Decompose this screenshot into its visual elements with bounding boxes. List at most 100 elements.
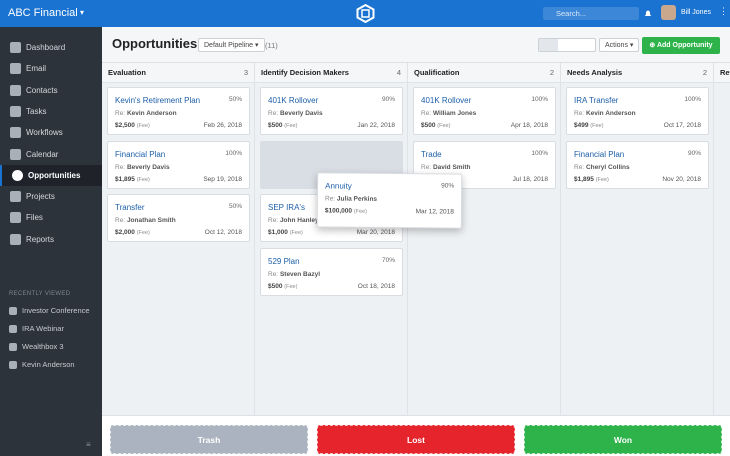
contact-name: Cheryl Collins [585,163,630,171]
nav-label: Email [26,64,47,74]
card-date: Oct 18, 2018 [357,282,395,290]
card-contact: Re: Steven Bazyl [268,271,320,278]
logo[interactable] [356,4,375,23]
contact-name: Steven Bazyl [279,270,321,278]
nav-item[interactable]: Opportunities [0,164,102,186]
nav-item[interactable]: Files [0,207,102,228]
nav-item[interactable]: Projects [0,186,102,207]
nav-icon [10,127,21,139]
recent-icon [9,307,17,315]
search-placeholder: Search... [556,9,587,18]
contact-label: Re: [115,217,126,224]
nav-icon [10,42,21,53]
app-menu-caret[interactable]: ▾ [80,8,85,17]
contact-name: Julia Perkins [336,195,378,203]
app-name[interactable]: ABC Financial [8,7,78,19]
user-name[interactable]: Bill Jones [681,9,711,16]
search-box[interactable]: Search... [543,7,639,20]
amount-value: $500 [268,282,283,290]
card-percent: 90% [687,149,701,157]
fee-label: (Fee) [136,123,150,129]
contact-name: David Smith [432,163,471,171]
opportunity-card[interactable]: Financial Plan 90% Re: Cheryl Collins $1,89… [566,140,709,189]
column-header: Identify Decision Makers 4 [255,63,407,83]
drop-bar: Trash Lost Won [102,415,730,456]
column-count: 3 [243,68,248,77]
nav-label: Reports [26,234,55,244]
contact-label: Re: [324,195,336,203]
card-title: Financial Plan [115,149,166,159]
recent-item[interactable]: IRA Webinar [0,320,102,338]
contact-label: Re: [115,110,126,117]
pipeline-column: Needs Analysis 2 IRA Transfer 100% Re: Kevin… [561,63,714,415]
page-title: Opportunities [112,36,198,51]
card-title: SEP IRA's [268,203,305,212]
header: ABC Financial ▾ Search... Bill Jones ⋮ [0,0,730,27]
card-contact: Re: William Jones [421,110,476,117]
recent-item[interactable]: Kevin Anderson [0,356,102,374]
opportunity-card[interactable]: 401K Rollover 90% Re: Beverly Davis $500 (F… [260,87,403,135]
recent-item[interactable]: Investor Conference [0,302,102,320]
view-toggle[interactable] [538,38,596,52]
column-count: 2 [702,68,707,77]
column-name: Evaluation [108,68,146,77]
recent-title: RECENTLY VIEWED [9,291,71,297]
card-title: Financial Plan [574,149,625,159]
pipeline-select[interactable]: Default Pipeline ▾ [198,38,265,52]
card-date: Oct 12, 2018 [204,229,242,236]
card-amount: $500 (Fee) [421,122,450,129]
card-title: Annuity [325,181,352,191]
actions-button[interactable]: Actions ▾ [599,38,640,52]
nav-label: Dashboard [26,43,66,52]
more-menu[interactable]: ⋮ [719,6,728,16]
opportunity-card[interactable]: 529 Plan 70% Re: Steven Bazyl $500 (Fee) Oct… [260,247,403,296]
nav-label: Projects [26,192,55,202]
card-amount: $499 (Fee) [574,122,603,129]
recent-icon [9,343,17,351]
nav-item[interactable]: Reports [0,229,102,250]
nav-item[interactable]: Contacts [0,80,102,101]
nav-item[interactable]: Calendar [0,144,102,165]
recent-label: Investor Conference [22,306,90,315]
notifications-icon[interactable] [644,9,652,18]
nav-item[interactable]: Tasks [0,101,102,122]
amount-value: $1,895 [574,175,594,183]
nav-item[interactable]: Email [0,58,102,79]
drop-zone[interactable]: Trash [110,425,308,454]
fee-label: (Fee) [353,208,368,215]
nav-label: Contacts [26,85,58,95]
opportunity-card[interactable]: Kevin's Retirement Plan 50% Re: Kevin Ande… [107,87,250,135]
amount-value: $499 [574,122,589,129]
actions-label: Actions [605,42,628,49]
pipeline-column: Qualification 2 401K Rollover 100% Re: Willi… [408,63,561,415]
card-contact: Re: Beverly Davis [268,110,323,117]
card-percent: 70% [381,256,395,264]
opportunity-card[interactable]: Transfer 50% Re: Jonathan Smith $2,000 (Fee… [107,194,250,242]
recent-label: Kevin Anderson [22,360,75,369]
card-contact: Re: Beverly Davis [115,164,170,171]
card-title: 401K Rollover [268,96,319,105]
card-percent: 50% [228,96,242,103]
recent-label: IRA Webinar [22,324,64,333]
column-count: 2 [549,68,554,77]
collapse-sidebar[interactable]: ≡ [86,440,91,449]
toolbar: Opportunities Default Pipeline ▾ (11) Ac… [102,27,730,63]
opportunity-card[interactable]: IRA Transfer 100% Re: Kevin Anderson $499 (… [566,87,709,135]
card-amount: $1,000 (Fee) [268,229,303,236]
column-name: Identify Decision Makers [261,68,349,77]
column-header: Evaluation 3 [102,63,254,83]
avatar[interactable] [661,5,676,20]
drop-zone[interactable]: Lost [317,425,515,454]
dragged-card[interactable]: Annuity 90% Re: Julia Perkins $100,000 (Fee… [316,172,463,229]
fee-label: (Fee) [590,123,604,129]
opportunity-card[interactable]: 401K Rollover 100% Re: William Jones $500 (… [413,87,556,135]
card-title: 401K Rollover [421,96,472,105]
drop-zone[interactable]: Won [524,425,722,454]
opportunity-card[interactable]: Financial Plan 100% Re: Beverly Davis $1,89… [107,140,250,189]
recent-item[interactable]: Wealthbox 3 [0,338,102,356]
nav-item[interactable]: Dashboard [0,37,102,58]
nav-icon [10,148,21,160]
contact-name: Beverly Davis [126,163,170,171]
nav-item[interactable]: Workflows [0,122,102,143]
add-opportunity-button[interactable]: ⊕ Add Opportunity [642,37,720,54]
